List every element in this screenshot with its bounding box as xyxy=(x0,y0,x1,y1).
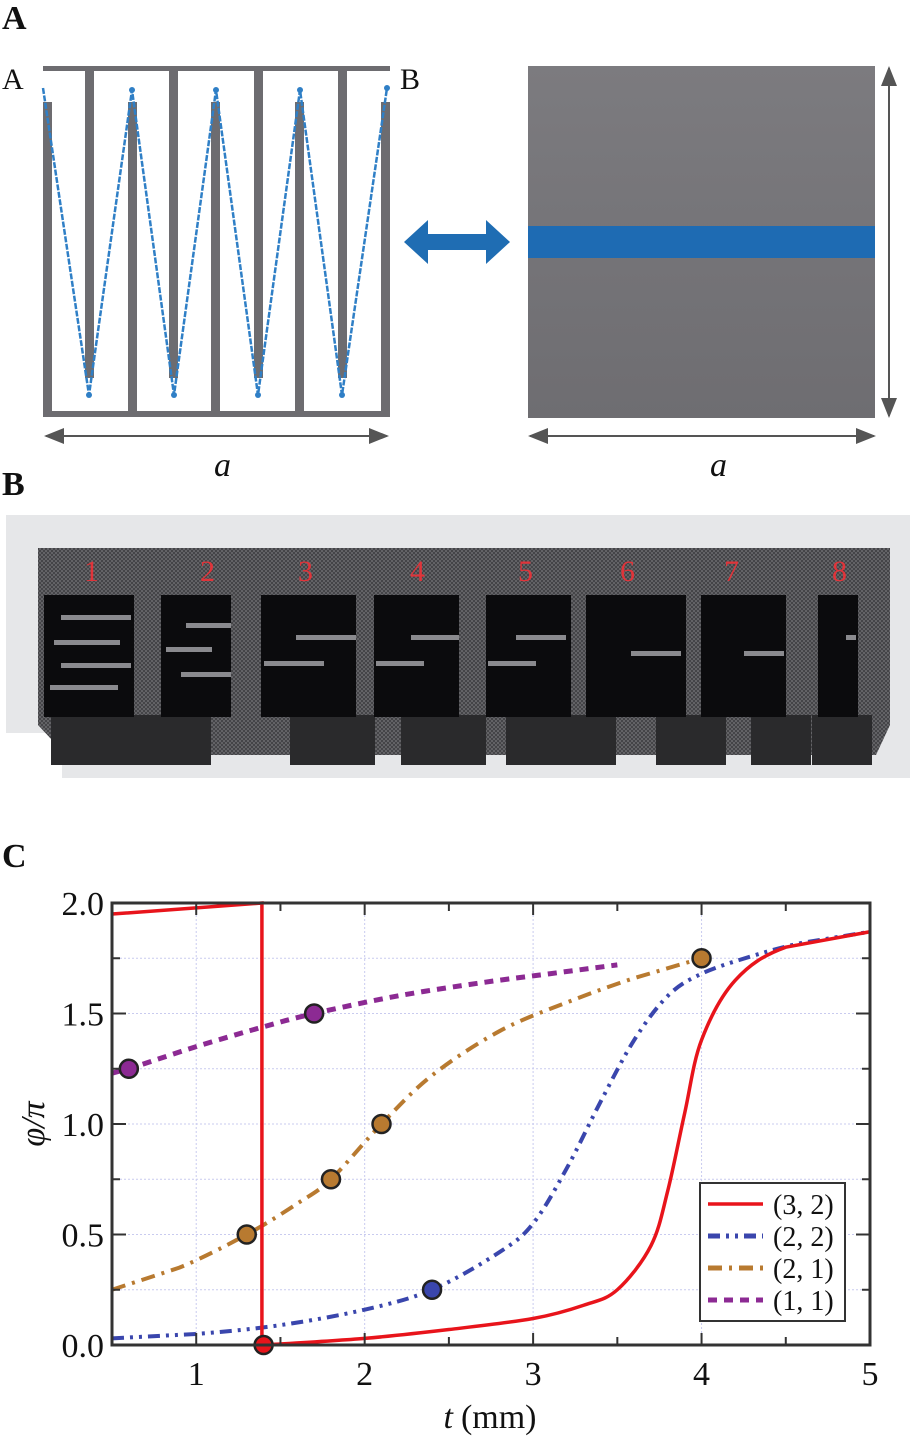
y-tick-label: 0.5 xyxy=(62,1218,105,1255)
corner-label-b: B xyxy=(400,63,420,96)
data-point-marker xyxy=(236,1224,258,1245)
channel-number-8: 8 xyxy=(832,555,847,588)
channel-number-1: 1 xyxy=(84,555,99,588)
channel-number-3: 3 xyxy=(298,555,313,588)
panel-label-a: A xyxy=(2,0,27,37)
channel-number-2: 2 xyxy=(200,555,215,588)
panel-a-diagram: A B a a xyxy=(2,63,897,480)
channel-numbers: 1 2 3 4 5 6 7 8 xyxy=(6,515,910,778)
series-line xyxy=(111,956,703,1292)
chart-ticks xyxy=(112,902,871,1346)
x-axis-var: t xyxy=(444,1399,455,1436)
y-tick-label: 0.0 xyxy=(62,1328,105,1365)
data-point-marker xyxy=(691,948,712,969)
x-tick-label: 1 xyxy=(188,1356,205,1393)
chart-series xyxy=(111,901,871,1347)
printed-block xyxy=(38,548,890,765)
y-tick-label: 1.5 xyxy=(62,997,105,1034)
zigzag-nodes xyxy=(86,85,390,398)
series-line xyxy=(111,929,871,1341)
meander-frame xyxy=(43,66,390,417)
chart-legend: (3, 2)(2, 2)(2, 1)(1, 1) xyxy=(699,1182,846,1322)
chart-markers xyxy=(118,948,712,1356)
x-tick-label: 4 xyxy=(693,1356,710,1393)
y-axis-label: φ/π xyxy=(15,1100,52,1146)
data-point-marker xyxy=(118,1058,140,1079)
chart-grid xyxy=(112,903,870,1345)
data-point-marker xyxy=(303,1003,325,1024)
channel-number-7: 7 xyxy=(724,555,739,588)
panel-label-b: B xyxy=(2,466,25,503)
plot-frame xyxy=(110,901,872,1347)
x-axis-label: t (mm) xyxy=(444,1399,537,1436)
data-point-marker xyxy=(253,1334,274,1356)
legend-label: (3, 2) xyxy=(773,1190,834,1221)
width-label-left: a xyxy=(214,447,231,480)
width-label-right: a xyxy=(710,447,727,480)
corner-label-a: A xyxy=(2,63,24,96)
y-tick-label: 1.0 xyxy=(62,1107,105,1144)
blue-band xyxy=(528,226,875,258)
channel-number-4: 4 xyxy=(410,555,425,588)
channel-number-6: 6 xyxy=(620,555,635,588)
y-tick-label: 2.0 xyxy=(62,886,105,923)
x-tick-label: 2 xyxy=(356,1356,373,1393)
x-tick-label: 5 xyxy=(862,1356,879,1393)
panel-label-c: C xyxy=(2,838,27,875)
chart-tick-labels: 2.0 1.5 1.0 0.5 0.0 1 2 3 4 5 xyxy=(62,886,879,1393)
x-axis-unit: (mm) xyxy=(461,1399,537,1436)
legend-label: (1, 1) xyxy=(773,1286,834,1317)
legend-label: (2, 2) xyxy=(773,1222,834,1253)
series-line xyxy=(111,962,618,1076)
legend-label: (2, 1) xyxy=(773,1254,834,1285)
series-line xyxy=(111,901,871,1347)
x-tick-label: 3 xyxy=(525,1356,542,1393)
channel-number-5: 5 xyxy=(518,555,533,588)
data-point-marker xyxy=(320,1169,342,1190)
data-point-marker xyxy=(421,1279,443,1300)
printed-sample-photo: 1 2 3 4 5 6 7 8 xyxy=(6,515,910,783)
double-arrow-icon xyxy=(404,220,510,264)
data-point-marker xyxy=(371,1113,392,1135)
